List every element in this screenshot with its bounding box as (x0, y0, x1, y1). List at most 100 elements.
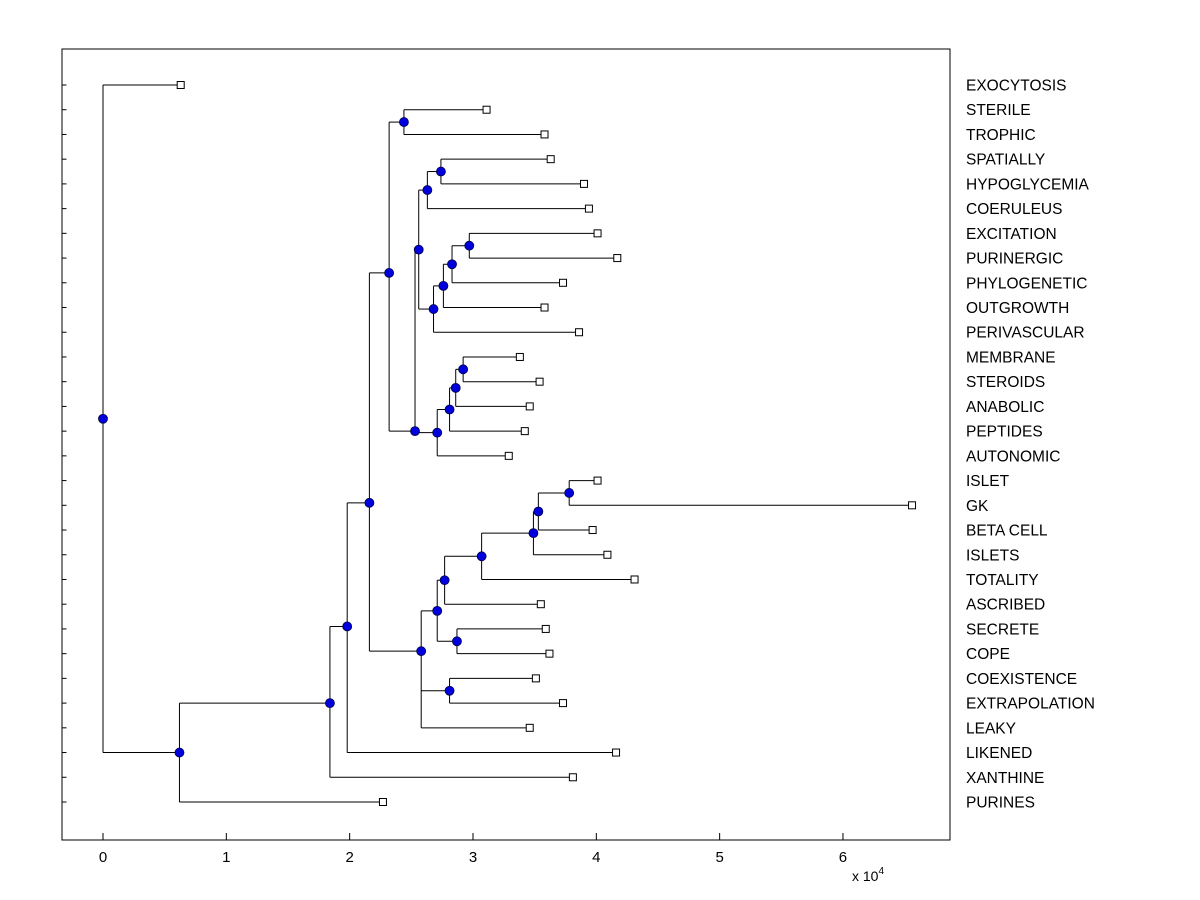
leaf-label: MEMBRANE (966, 349, 1056, 366)
leaf-label: ISLETS (966, 547, 1019, 564)
internal-node-marker (342, 621, 353, 632)
internal-node-marker (447, 259, 457, 270)
leaf-marker (482, 105, 491, 114)
leaf-label: STEROIDS (966, 374, 1045, 391)
leaf-label: TOTALITY (966, 572, 1039, 589)
leaf-marker (515, 352, 524, 361)
internal-node-marker (174, 747, 185, 758)
internal-node-marker (439, 575, 450, 586)
internal-node-marker (444, 685, 455, 696)
internal-node-marker (422, 185, 433, 195)
leaf-marker (588, 526, 597, 535)
internal-node-marker (432, 605, 443, 616)
internal-node-marker (98, 413, 108, 424)
leaf-marker (603, 550, 612, 559)
internal-node-marker (325, 698, 335, 708)
leaf-marker (536, 600, 545, 609)
internal-node-marker (432, 427, 443, 438)
leaf-label: PERIVASCULAR (966, 325, 1085, 342)
internal-node-marker (528, 528, 539, 539)
leaf-label: ISLET (966, 473, 1010, 490)
internal-node-marker (464, 240, 475, 251)
x-axis-tick-label: 0 (99, 849, 107, 866)
internal-node-marker (413, 244, 424, 255)
leaf-label: ASCRIBED (966, 597, 1045, 614)
leaf-marker (584, 204, 593, 213)
leaf-marker (559, 278, 568, 287)
internal-node-marker (533, 506, 544, 517)
leaf-marker (613, 254, 622, 263)
leaf-label: COPE (966, 646, 1010, 663)
leaf-label: TROPHIC (966, 127, 1036, 144)
leaf-marker (546, 155, 555, 164)
leaf-marker (176, 81, 185, 89)
internal-node-marker (436, 166, 446, 177)
internal-node-marker (564, 488, 575, 498)
leaf-label: EXOCYTOSIS (966, 78, 1067, 95)
leaf-label: AUTONOMIC (966, 448, 1060, 465)
leaf-marker (540, 303, 549, 312)
leaf-marker (630, 575, 639, 584)
leaf-label: HYPOGLYCEMIA (966, 176, 1090, 193)
leaf-marker (525, 402, 534, 411)
leaf-label: STERILE (966, 102, 1031, 119)
x-axis-tick-label: 5 (715, 849, 723, 866)
internal-node-marker (452, 636, 462, 647)
leaf-label: SECRETE (966, 621, 1039, 638)
leaf-label: EXCITATION (966, 226, 1057, 243)
leaf-label: PEPTIDES (966, 424, 1043, 441)
leaf-label: COERULEUS (966, 201, 1062, 218)
leaf-marker (593, 476, 602, 485)
internal-node-marker (384, 268, 395, 278)
leaf-label: BETA CELL (966, 523, 1048, 540)
leaf-label: PHYLOGENETIC (966, 275, 1087, 292)
leaf-marker (568, 773, 577, 782)
internal-node-marker (399, 117, 409, 127)
leaf-marker (378, 797, 387, 806)
leaf-marker (545, 649, 554, 658)
leaf-label: ANABOLIC (966, 399, 1044, 416)
leaf-marker (559, 699, 568, 708)
x-axis-tick-label: 1 (222, 849, 230, 866)
axis-multiplier-label: x 104 (852, 866, 884, 884)
leaf-label: COEXISTENCE (966, 671, 1077, 688)
leaf-label: EXTRAPOLATION (966, 696, 1095, 713)
leaf-label: LEAKY (966, 720, 1016, 737)
leaf-marker (575, 328, 584, 337)
axis-multiplier-exponent: 4 (878, 866, 884, 877)
axis-multiplier-base: x 10 (852, 868, 879, 884)
x-axis-tick-label: 4 (592, 849, 600, 866)
leaf-label: XANTHINE (966, 770, 1044, 787)
leaf-marker (612, 748, 621, 757)
internal-node-marker (410, 426, 420, 437)
leaf-marker (540, 130, 549, 139)
internal-node-marker (444, 404, 455, 415)
leaf-marker (531, 674, 540, 683)
leaf-label: OUTGROWTH (966, 300, 1069, 317)
leaf-marker (504, 451, 513, 460)
leaf-marker (593, 229, 602, 238)
leaf-marker (520, 427, 529, 436)
plot-border (61, 48, 951, 841)
internal-node-marker (416, 646, 427, 657)
internal-node-marker (476, 551, 487, 562)
leaf-label: PURINES (966, 794, 1035, 811)
leaf-label: GK (966, 498, 989, 515)
leaf-marker (535, 377, 544, 386)
leaf-marker (525, 723, 534, 732)
leaf-label: LIKENED (966, 745, 1032, 762)
x-axis-tick-label: 6 (839, 849, 847, 866)
internal-node-marker (364, 497, 375, 508)
x-axis-tick-label: 3 (469, 849, 477, 866)
internal-node-marker (428, 304, 439, 314)
leaf-marker (579, 179, 588, 188)
leaf-marker (908, 501, 917, 510)
internal-node-marker (458, 364, 469, 375)
internal-node-marker (438, 280, 449, 291)
leaf-marker (541, 624, 550, 633)
leaf-label: PURINERGIC (966, 251, 1063, 268)
x-axis-tick-label: 2 (345, 849, 353, 866)
leaf-label: SPATIALLY (966, 152, 1045, 169)
